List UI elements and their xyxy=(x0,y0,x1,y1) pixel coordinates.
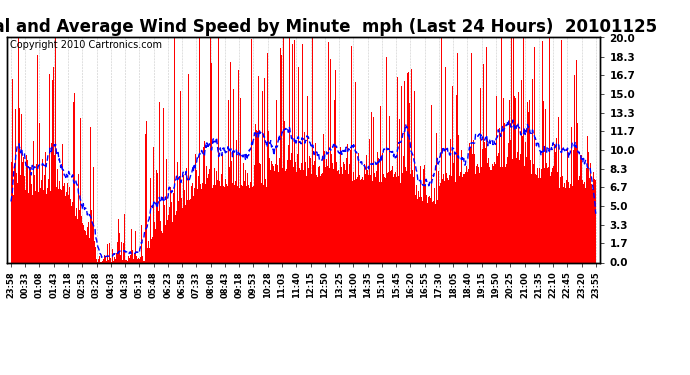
Title: Actual and Average Wind Speed by Minute  mph (Last 24 Hours)  20101125: Actual and Average Wind Speed by Minute … xyxy=(0,18,657,36)
Text: Copyright 2010 Cartronics.com: Copyright 2010 Cartronics.com xyxy=(10,40,162,50)
